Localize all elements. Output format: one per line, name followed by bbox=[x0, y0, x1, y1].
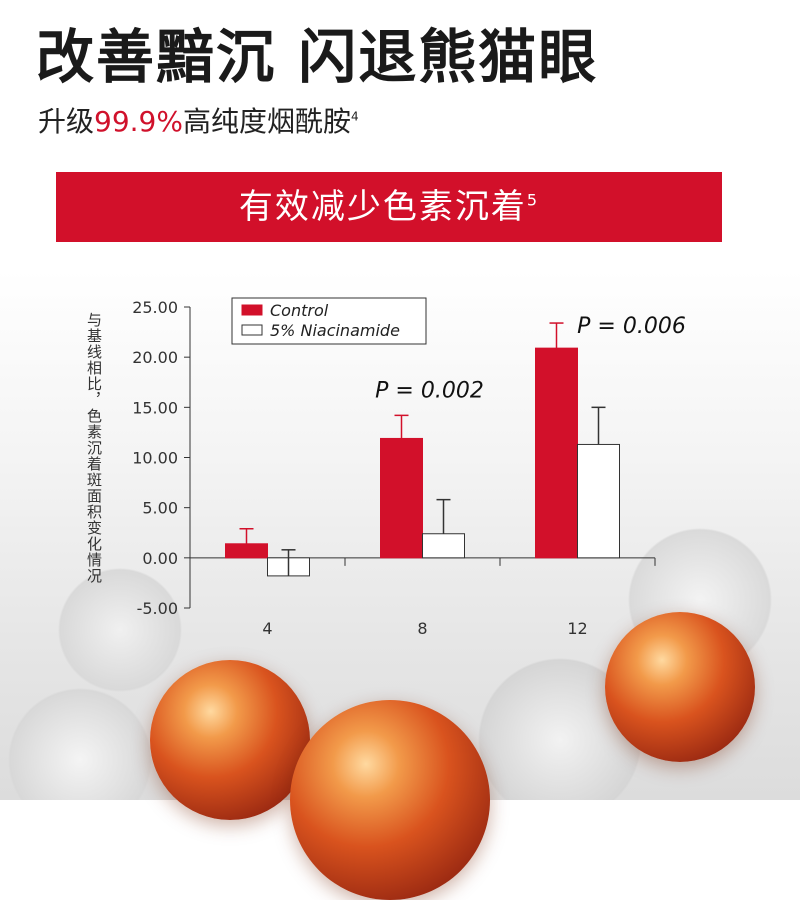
claim-banner-text: 有效减少色素沉着 bbox=[238, 187, 527, 227]
subheadline-footnote: 4 bbox=[350, 109, 359, 124]
bar-control-4 bbox=[225, 543, 268, 559]
subheadline: 升级99.9%高纯度烟酰胺4 bbox=[38, 100, 359, 140]
amber-capsule-right bbox=[605, 612, 755, 762]
y-tick-label: 0.00 bbox=[142, 549, 178, 568]
legend-label-control: Control bbox=[270, 301, 329, 320]
bar-niacinamide-8 bbox=[422, 533, 465, 559]
legend-box bbox=[231, 297, 427, 345]
y-axis-label: 与基线相比，色素沉着斑面积变化情况 bbox=[85, 312, 103, 584]
bar-niacinamide-12 bbox=[577, 443, 620, 559]
p-value-annotation: P = 0.006 bbox=[577, 314, 686, 339]
pigmentation-bar-chart: 25.00 20.00 15.00 10.00 5.00 0.00 -5.00 4 8 12 P … bbox=[132, 297, 686, 638]
y-tick-label: 15.00 bbox=[132, 398, 178, 417]
legend-swatch-niacinamide bbox=[241, 324, 263, 336]
bar-control-8 bbox=[380, 437, 423, 559]
bar-control-12 bbox=[535, 347, 578, 559]
x-tick-label: 8 bbox=[417, 619, 427, 638]
legend-label-niacinamide: 5% Niacinamide bbox=[270, 321, 400, 340]
y-tick-label: 20.00 bbox=[132, 348, 178, 367]
claim-banner-footnote: 5 bbox=[526, 190, 540, 210]
y-tick-label: 5.00 bbox=[142, 499, 178, 518]
amber-capsule-left bbox=[150, 660, 310, 820]
subheadline-suffix: 高纯度烟酰胺 bbox=[182, 105, 351, 138]
y-tick-label: 10.00 bbox=[132, 449, 178, 468]
claim-banner: 有效减少色素沉着5 bbox=[56, 172, 722, 242]
x-tick-label: 12 bbox=[567, 619, 587, 638]
legend-swatch-control bbox=[241, 304, 263, 316]
subheadline-prefix: 升级 bbox=[38, 105, 95, 138]
subheadline-accent: 99.9% bbox=[94, 105, 183, 138]
headline: 改善黯沉 闪退熊猫眼 bbox=[36, 23, 599, 91]
y-tick-label: -5.00 bbox=[137, 599, 178, 618]
x-tick-label: 4 bbox=[262, 619, 272, 638]
y-tick-label: 25.00 bbox=[132, 298, 178, 317]
p-value-annotation: P = 0.002 bbox=[375, 378, 484, 403]
